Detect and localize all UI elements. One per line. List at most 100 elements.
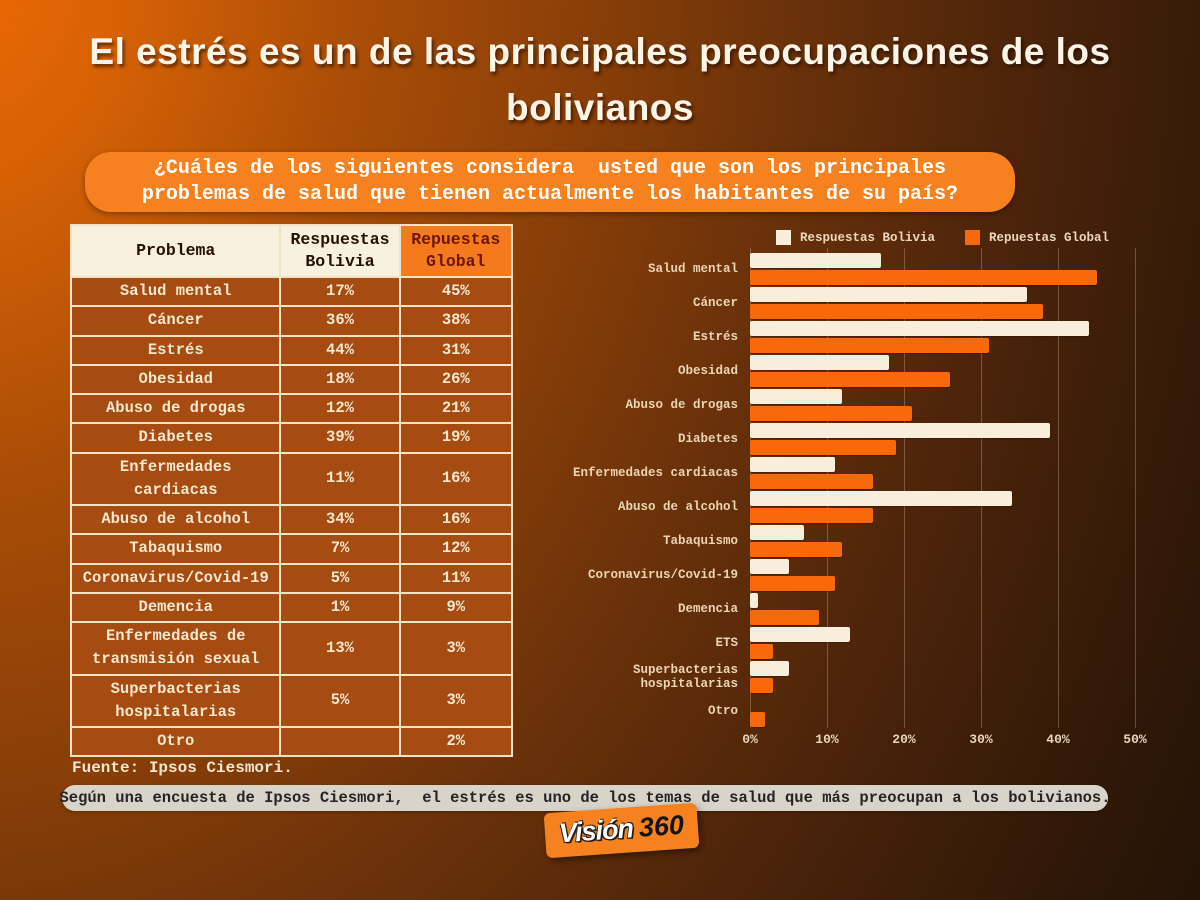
table-row: Abuso de alcohol 34% 16% bbox=[69, 503, 514, 536]
legend-swatch-icon bbox=[965, 230, 980, 245]
global-value-cell: 21% bbox=[398, 392, 514, 425]
table-row: Otro 2% bbox=[69, 725, 514, 758]
chart-bar-group bbox=[750, 592, 1135, 626]
problem-cell: Estrés bbox=[69, 334, 282, 366]
table-row: Enfermedades de transmisión sexual 13% 3% bbox=[69, 621, 514, 676]
bolivia-value-cell bbox=[279, 725, 401, 758]
global-value-cell: 16% bbox=[398, 451, 514, 506]
table-row: Coronavirus/Covid-19 5% 11% bbox=[69, 562, 514, 594]
chart-bar-group bbox=[750, 422, 1135, 456]
problem-cell: Enfermedades cardiacas bbox=[69, 451, 282, 506]
gridline bbox=[981, 248, 982, 728]
global-value-cell: 31% bbox=[398, 334, 514, 366]
global-bar bbox=[750, 508, 874, 523]
gridline bbox=[1135, 248, 1136, 728]
chart-category-label: ETS bbox=[715, 636, 738, 650]
chart-category-label: Abuso de drogas bbox=[625, 398, 738, 412]
logo-text-vision: Visión bbox=[558, 813, 634, 849]
chart-bar-group bbox=[750, 354, 1135, 388]
chart-bar-group bbox=[750, 388, 1135, 422]
global-bar bbox=[750, 270, 1097, 285]
page-title-line1: El estrés es un de las principales preoc… bbox=[89, 31, 1111, 72]
chart-category-label: Salud mental bbox=[647, 262, 738, 276]
bolivia-value-cell: 36% bbox=[279, 305, 401, 337]
survey-question-line2: problemas de salud que tienen actualment… bbox=[141, 183, 959, 206]
chart-x-axis: 0% 10% 20% 30% 40% 50% bbox=[742, 728, 1147, 750]
table-row: Salud mental 17% 45% bbox=[69, 275, 514, 308]
chart-bar-group bbox=[750, 320, 1135, 354]
chart-category-row: Coronavirus/Covid-19 bbox=[533, 558, 1183, 592]
global-bar bbox=[750, 440, 897, 455]
legend-label: Repuestas Global bbox=[989, 230, 1110, 245]
global-value-cell: 9% bbox=[398, 591, 514, 624]
bolivia-value-cell: 11% bbox=[279, 451, 401, 506]
global-bar bbox=[750, 576, 835, 591]
bolivia-value-cell: 1% bbox=[279, 591, 401, 624]
chart-category-row: Otro bbox=[533, 694, 1183, 728]
chart-category-label: Coronavirus/Covid-19 bbox=[587, 568, 738, 582]
legend-label: Respuestas Bolivia bbox=[799, 230, 935, 245]
bolivia-value-cell: 44% bbox=[279, 334, 401, 366]
chart-category-label: Diabetes bbox=[677, 432, 738, 446]
global-value-cell: 16% bbox=[398, 503, 514, 536]
global-bar bbox=[750, 338, 989, 353]
page-title-line2: bolivianos bbox=[506, 87, 694, 128]
table-row: Tabaquismo 7% 12% bbox=[69, 533, 514, 565]
bolivia-value-cell: 12% bbox=[279, 392, 401, 425]
bolivia-value-cell: 7% bbox=[279, 533, 401, 565]
chart-bar-group bbox=[750, 252, 1135, 286]
source-caption: Fuente: Ipsos Ciesmori. bbox=[72, 759, 293, 777]
bolivia-value-cell: 18% bbox=[279, 363, 401, 396]
bolivia-bar bbox=[750, 525, 804, 540]
chart-category-label: Estrés bbox=[692, 330, 738, 344]
chart-rows: Salud mental Cáncer Estrés Obesidad Abuso de… bbox=[533, 252, 1183, 728]
global-bar bbox=[750, 304, 1043, 319]
table-row: Cáncer 36% 38% bbox=[69, 305, 514, 337]
legend-item: Respuestas Bolivia bbox=[775, 230, 935, 245]
gridline bbox=[1058, 248, 1059, 728]
problem-cell: Abuso de drogas bbox=[69, 392, 282, 425]
bolivia-bar bbox=[750, 287, 1028, 302]
chart-category-label: Cáncer bbox=[692, 296, 738, 310]
global-value-cell: 11% bbox=[398, 562, 514, 594]
chart-bar-group bbox=[750, 524, 1135, 558]
page-title: El estrés es un de las principales preoc… bbox=[0, 24, 1200, 136]
chart-category-row: Salud mental bbox=[533, 252, 1183, 286]
chart-bar-group bbox=[750, 558, 1135, 592]
bolivia-bar bbox=[750, 423, 1051, 438]
problem-cell: Tabaquismo bbox=[69, 533, 282, 565]
chart-category-row: Diabetes bbox=[533, 422, 1183, 456]
chart-category-label: Enfermedades cardiacas bbox=[572, 466, 738, 480]
chart-category-label: Tabaquismo bbox=[662, 534, 738, 548]
x-tick-label: 0% bbox=[742, 732, 758, 747]
x-tick-label: 50% bbox=[1123, 732, 1147, 747]
chart-bar-group bbox=[750, 456, 1135, 490]
bolivia-bar bbox=[750, 559, 789, 574]
bolivia-value-cell: 34% bbox=[279, 503, 401, 536]
problem-cell: Obesidad bbox=[69, 363, 282, 396]
global-value-cell: 38% bbox=[398, 305, 514, 337]
global-bar bbox=[750, 372, 951, 387]
gridline bbox=[904, 248, 905, 728]
problem-cell: Enfermedades de transmisión sexual bbox=[69, 621, 282, 676]
problem-cell: Diabetes bbox=[69, 422, 282, 454]
bolivia-value-cell: 5% bbox=[279, 673, 401, 728]
chart-category-row: ETS bbox=[533, 626, 1183, 660]
survey-question-line1: ¿Cuáles de los siguientes considera uste… bbox=[153, 157, 947, 180]
problem-cell: Otro bbox=[69, 725, 282, 758]
table-row: Estrés 44% 31% bbox=[69, 334, 514, 366]
global-value-cell: 12% bbox=[398, 533, 514, 565]
global-value-cell: 2% bbox=[398, 725, 514, 758]
chart-category-row: Cáncer bbox=[533, 286, 1183, 320]
global-bar bbox=[750, 644, 774, 659]
chart-bar-group bbox=[750, 694, 1135, 728]
header-respuestas-bolivia: Respuestas Bolivia bbox=[279, 224, 401, 278]
problem-cell: Superbacterias hospitalarias bbox=[69, 673, 282, 728]
legend-swatch-icon bbox=[775, 230, 791, 245]
header-repuestas-global: Repuestas Global bbox=[398, 224, 514, 278]
table-row: Abuso de drogas 12% 21% bbox=[69, 392, 514, 425]
global-value-cell: 3% bbox=[398, 621, 514, 676]
bolivia-value-cell: 39% bbox=[279, 422, 401, 454]
chart-category-row: Enfermedades cardiacas bbox=[533, 456, 1183, 490]
bolivia-bar bbox=[750, 253, 881, 268]
